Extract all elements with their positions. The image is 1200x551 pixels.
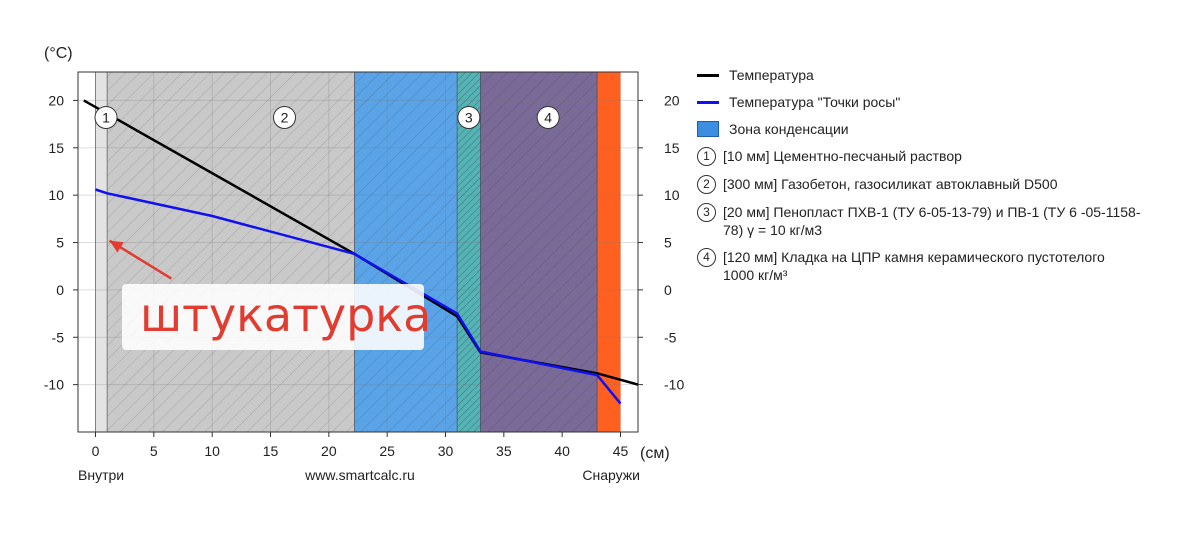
- y-tick-label-left: -10: [44, 377, 64, 393]
- layer-hatch: [107, 72, 355, 432]
- x-tick-label: 30: [438, 443, 454, 459]
- y-tick-label-right: 5: [664, 235, 672, 251]
- x-tick-label: 45: [613, 443, 629, 459]
- layer-label-circle: [457, 105, 481, 129]
- layer-label-circle: [273, 105, 296, 129]
- layer-label-circle: [94, 105, 118, 129]
- x-label-outside: Снаружи: [582, 467, 640, 483]
- y-tick-label-right: 0: [664, 282, 672, 298]
- x-tick-label: 25: [379, 443, 395, 459]
- legend-layer-4: 4 [120 мм] Кладка на ЦПР камня керамичес…: [697, 248, 1167, 284]
- y-tick-label-left: 5: [56, 235, 64, 251]
- legend-swatch-temperature: [697, 74, 719, 77]
- y-tick-label-left: 20: [48, 92, 64, 108]
- layer-band: [95, 72, 108, 432]
- legend-entry-dew-point: Температура "Точки росы": [697, 93, 1167, 111]
- legend-swatch-condensation-zone: [697, 121, 719, 137]
- legend-layer-1: 1 [10 мм] Цементно-песчаный раствор: [697, 147, 1167, 166]
- layer-label-number: 3: [465, 109, 473, 125]
- annotation-text: штукатурка: [140, 288, 432, 342]
- x-label-inside: Внутри: [78, 467, 124, 483]
- y-tick-label-left: -5: [52, 329, 65, 345]
- legend-layer-1-number: 1: [697, 147, 716, 166]
- legend-layer-4-text: [120 мм] Кладка на ЦПР камня керамическо…: [723, 249, 1105, 283]
- legend-layer-3-number: 3: [697, 203, 716, 222]
- legend-layer-2-text: [300 мм] Газобетон, газосиликат автоклав…: [723, 176, 1058, 192]
- y-tick-label-left: 0: [56, 282, 64, 298]
- x-tick-label: 40: [554, 443, 570, 459]
- dew-point-line: [95, 188, 622, 405]
- legend-layer-2: 2 [300 мм] Газобетон, газосиликат автокл…: [697, 175, 1167, 194]
- legend-label-condensation-zone: Зона конденсации: [729, 121, 849, 137]
- y-unit-label: (°C): [44, 45, 73, 62]
- layer-label-number: 1: [102, 109, 110, 125]
- x-tick-label: 15: [263, 443, 279, 459]
- x-unit-label: (см): [640, 445, 670, 462]
- x-tick-label: 10: [204, 443, 220, 459]
- y-tick-label-right: 20: [664, 92, 680, 108]
- layer-band: [597, 72, 621, 432]
- annotation-arrow-head: [109, 240, 124, 253]
- x-tick-label: 20: [321, 443, 337, 459]
- legend-layer-1-text: [10 мм] Цементно-песчаный раствор: [723, 148, 962, 164]
- layer-hatch: [480, 72, 598, 432]
- y-tick-label-right: -10: [664, 377, 684, 393]
- chart-legend: Температура Температура "Точки росы" Зон…: [697, 66, 1167, 293]
- x-tick-label: 0: [92, 443, 100, 459]
- layer-label-circle: [536, 105, 560, 129]
- x-tick-label: 5: [150, 443, 158, 459]
- legend-entry-temperature: Температура: [697, 66, 1167, 84]
- legend-layer-4-number: 4: [697, 248, 716, 267]
- y-tick-label-right: 15: [664, 140, 680, 156]
- y-tick-label-right: -5: [664, 329, 677, 345]
- y-tick-label-left: 10: [48, 187, 64, 203]
- legend-layer-3: 3 [20 мм] Пенопласт ПХВ-1 (ТУ 6-05-13-79…: [697, 203, 1167, 239]
- legend-layer-2-number: 2: [697, 175, 716, 194]
- legend-layer-3-text: [20 мм] Пенопласт ПХВ-1 (ТУ 6-05-13-79) …: [723, 204, 1141, 238]
- layer-label-number: 4: [544, 109, 552, 125]
- x-label-site: www.smartcalc.ru: [304, 467, 415, 483]
- layer-label-number: 2: [281, 109, 289, 125]
- layer-hatch: [354, 72, 458, 432]
- legend-entry-condensation-zone: Зона конденсации: [697, 120, 1167, 138]
- y-tick-label-right: 10: [664, 187, 680, 203]
- legend-swatch-dew-point: [697, 101, 719, 104]
- annotation-callout: штукатурка: [122, 284, 431, 350]
- plot-frame: [77, 71, 639, 433]
- y-tick-label-left: 15: [48, 140, 64, 156]
- legend-label-dew-point: Температура "Точки росы": [729, 94, 901, 110]
- x-tick-label: 35: [496, 443, 512, 459]
- legend-label-temperature: Температура: [729, 67, 814, 83]
